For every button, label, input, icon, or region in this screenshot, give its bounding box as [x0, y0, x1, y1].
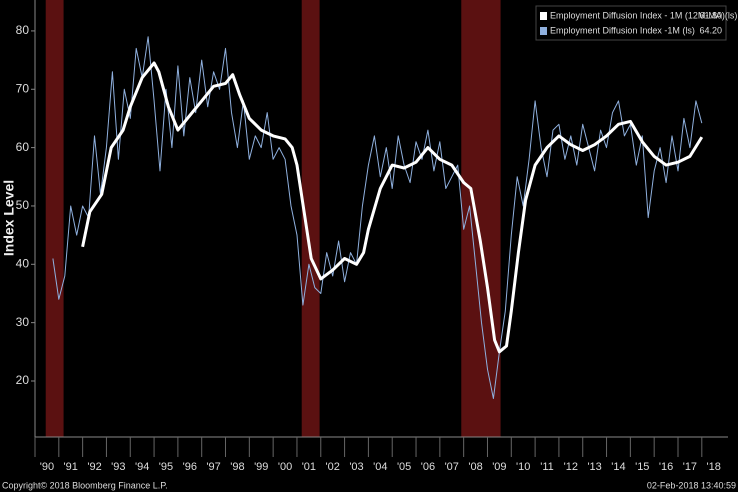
x-tick-label: '16 — [659, 461, 673, 473]
x-tick-label: '03 — [349, 461, 363, 473]
x-tick-label: '95 — [159, 461, 173, 473]
legend-swatch — [540, 12, 547, 20]
x-tick-label: '05 — [397, 461, 411, 473]
y-tick-label: 80 — [16, 23, 30, 37]
y-tick-label: 70 — [16, 81, 30, 95]
x-tick-label: '93 — [111, 461, 125, 473]
x-tick-label: '14 — [611, 461, 625, 473]
x-tick-label: '18 — [707, 461, 721, 473]
x-tick-label: '12 — [564, 461, 578, 473]
x-tick-label: '92 — [87, 461, 101, 473]
x-tick-label: '08 — [468, 461, 482, 473]
x-tick-label: '17 — [683, 461, 697, 473]
x-tick-label: '07 — [445, 461, 459, 473]
legend-label: Employment Diffusion Index - 1M (12M-MA)… — [550, 10, 737, 20]
footer-left: Copyright© 2018 Bloomberg Finance L.P. — [2, 480, 168, 490]
y-tick-label: 50 — [16, 198, 30, 212]
legend-value: 61.80 — [699, 10, 722, 20]
y-axis-label: Index Level — [1, 180, 17, 256]
x-tick-label: '11 — [540, 461, 554, 473]
x-tick-label: '97 — [206, 461, 220, 473]
x-tick-label: '98 — [230, 461, 244, 473]
y-tick-label: 30 — [16, 315, 30, 329]
recession-band — [45, 0, 64, 437]
y-tick-label: 20 — [16, 373, 30, 387]
y-tick-label: 40 — [16, 256, 30, 270]
legend-value: 64.20 — [699, 25, 722, 35]
footer-right: 02-Feb-2018 13:40:59 — [647, 480, 736, 490]
y-tick-label: 60 — [16, 140, 30, 154]
x-tick-label: '04 — [373, 461, 387, 473]
x-tick-label: '00 — [278, 461, 292, 473]
x-tick-label: '15 — [635, 461, 649, 473]
legend-box — [535, 5, 727, 41]
x-tick-label: '06 — [421, 461, 435, 473]
x-tick-label: '94 — [135, 461, 149, 473]
legend-label: Employment Diffusion Index -1M (ls) — [550, 25, 695, 35]
x-tick-label: '10 — [516, 461, 530, 473]
x-tick-label: '13 — [587, 461, 601, 473]
series-line — [52, 36, 703, 399]
x-tick-label: '99 — [254, 461, 268, 473]
x-tick-label: '01 — [302, 461, 316, 473]
recession-band — [461, 0, 501, 437]
x-tick-label: '02 — [326, 461, 340, 473]
x-tick-label: '90 — [40, 461, 54, 473]
series-line — [81, 61, 704, 354]
recession-band — [301, 0, 320, 437]
x-tick-label: '91 — [64, 461, 78, 473]
x-tick-label: '96 — [183, 461, 197, 473]
legend-swatch — [540, 27, 547, 35]
x-tick-label: '09 — [492, 461, 506, 473]
